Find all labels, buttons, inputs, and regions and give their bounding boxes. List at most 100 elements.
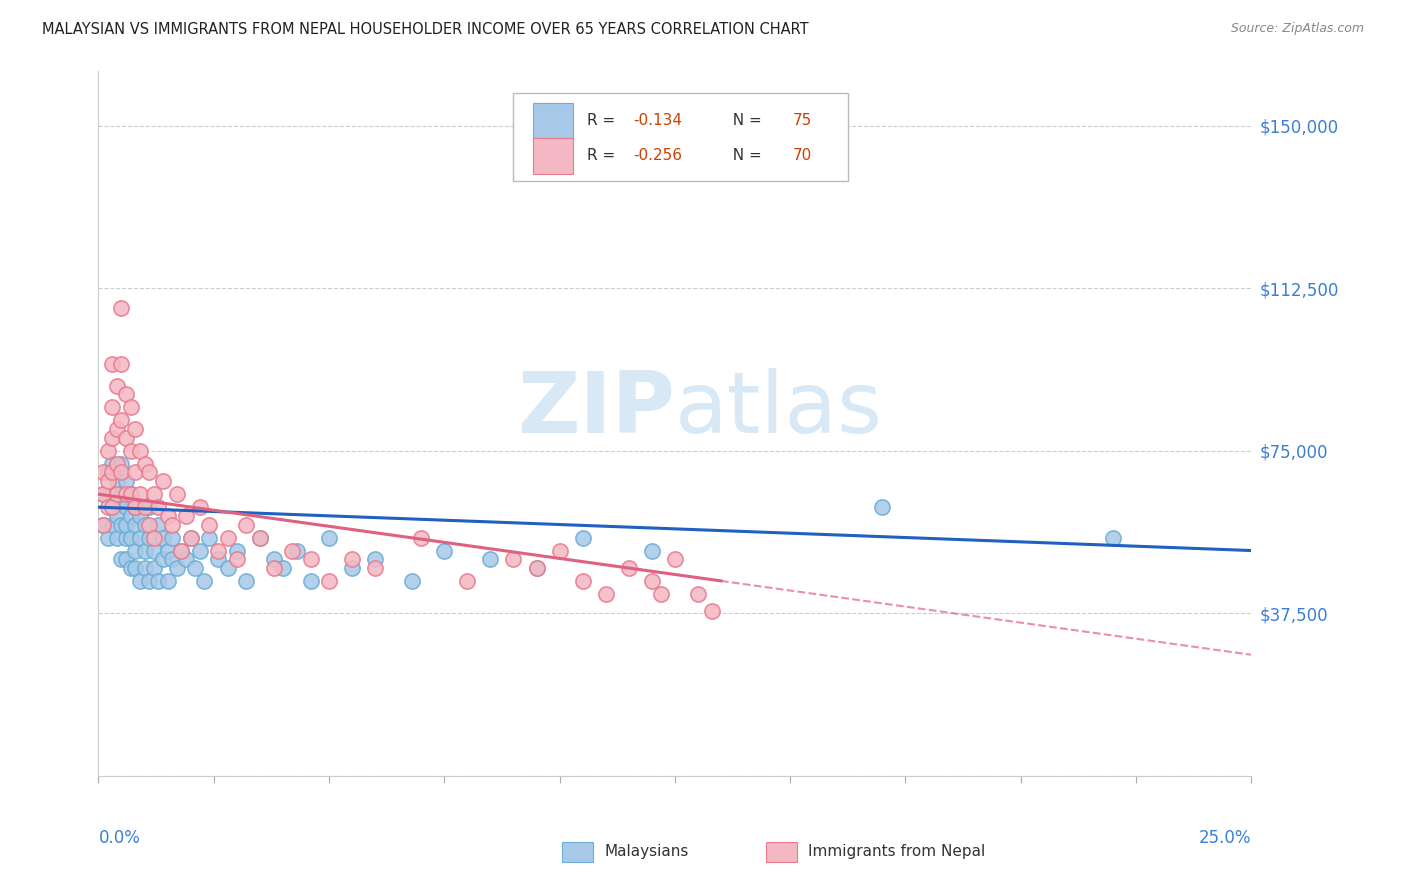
Point: [160, 552, 183, 566]
Point: [138, 466, 160, 480]
Point: [249, 531, 271, 545]
Point: [142, 531, 165, 545]
Point: [198, 517, 221, 532]
Point: [124, 466, 146, 480]
Point: [110, 413, 132, 427]
Point: [115, 474, 138, 488]
Point: [170, 543, 193, 558]
Point: [129, 443, 152, 458]
Point: [105, 457, 128, 471]
Text: -0.134: -0.134: [633, 113, 682, 128]
Point: [152, 531, 174, 545]
Point: [193, 574, 215, 588]
Point: [105, 531, 128, 545]
Point: [156, 574, 179, 588]
Point: [138, 574, 160, 588]
Point: [188, 500, 211, 515]
Point: [105, 508, 128, 523]
Point: [225, 552, 247, 566]
Point: [166, 487, 188, 501]
Point: [217, 531, 239, 545]
Point: [115, 387, 138, 401]
Point: [124, 500, 146, 515]
Point: [364, 552, 387, 566]
Point: [101, 500, 124, 515]
Point: [101, 357, 124, 371]
Text: R =: R =: [588, 113, 620, 128]
Text: -0.256: -0.256: [633, 148, 682, 163]
Point: [101, 431, 124, 445]
Point: [91, 487, 114, 501]
Point: [571, 574, 593, 588]
Point: [142, 487, 165, 501]
Text: N =: N =: [723, 148, 766, 163]
Point: [91, 487, 114, 501]
Point: [148, 517, 170, 532]
Point: [110, 301, 132, 315]
Point: [148, 574, 170, 588]
Point: [129, 531, 152, 545]
Point: [115, 531, 138, 545]
Point: [110, 466, 132, 480]
Point: [156, 543, 179, 558]
Point: [101, 457, 124, 471]
Point: [105, 474, 128, 488]
FancyBboxPatch shape: [513, 93, 848, 180]
Text: ZIP: ZIP: [517, 368, 675, 451]
Point: [138, 500, 160, 515]
Point: [97, 500, 120, 515]
Point: [124, 500, 146, 515]
Point: [129, 508, 152, 523]
Point: [526, 561, 548, 575]
Point: [138, 517, 160, 532]
Point: [641, 543, 664, 558]
Point: [101, 517, 124, 532]
Point: [142, 543, 165, 558]
Point: [110, 357, 132, 371]
Point: [160, 531, 183, 545]
Point: [166, 561, 188, 575]
Text: Malaysians: Malaysians: [605, 845, 689, 859]
Point: [120, 487, 142, 501]
Point: [263, 561, 285, 575]
Point: [115, 431, 138, 445]
Point: [120, 487, 142, 501]
Point: [650, 587, 672, 601]
Point: [101, 500, 124, 515]
Point: [129, 574, 152, 588]
Point: [115, 552, 138, 566]
Point: [281, 543, 304, 558]
Point: [479, 552, 502, 566]
Point: [641, 574, 664, 588]
Point: [401, 574, 423, 588]
Point: [105, 378, 128, 392]
Point: [207, 552, 229, 566]
Point: [134, 500, 156, 515]
Point: [101, 466, 124, 480]
Point: [700, 604, 723, 618]
Point: [180, 531, 202, 545]
Point: [91, 466, 114, 480]
Point: [225, 543, 247, 558]
Point: [97, 466, 120, 480]
Point: [340, 552, 363, 566]
FancyBboxPatch shape: [533, 138, 574, 174]
Point: [548, 543, 571, 558]
Point: [340, 561, 363, 575]
Point: [411, 531, 433, 545]
Point: [174, 552, 197, 566]
Point: [271, 561, 294, 575]
Point: [97, 474, 120, 488]
Point: [184, 561, 207, 575]
Point: [120, 531, 142, 545]
Point: [91, 517, 114, 532]
Text: R =: R =: [588, 148, 620, 163]
Point: [115, 487, 138, 501]
Text: 25.0%: 25.0%: [1199, 829, 1251, 847]
Point: [105, 422, 128, 436]
Point: [174, 508, 197, 523]
Point: [249, 531, 271, 545]
Text: atlas: atlas: [675, 368, 883, 451]
Point: [124, 543, 146, 558]
Point: [115, 517, 138, 532]
